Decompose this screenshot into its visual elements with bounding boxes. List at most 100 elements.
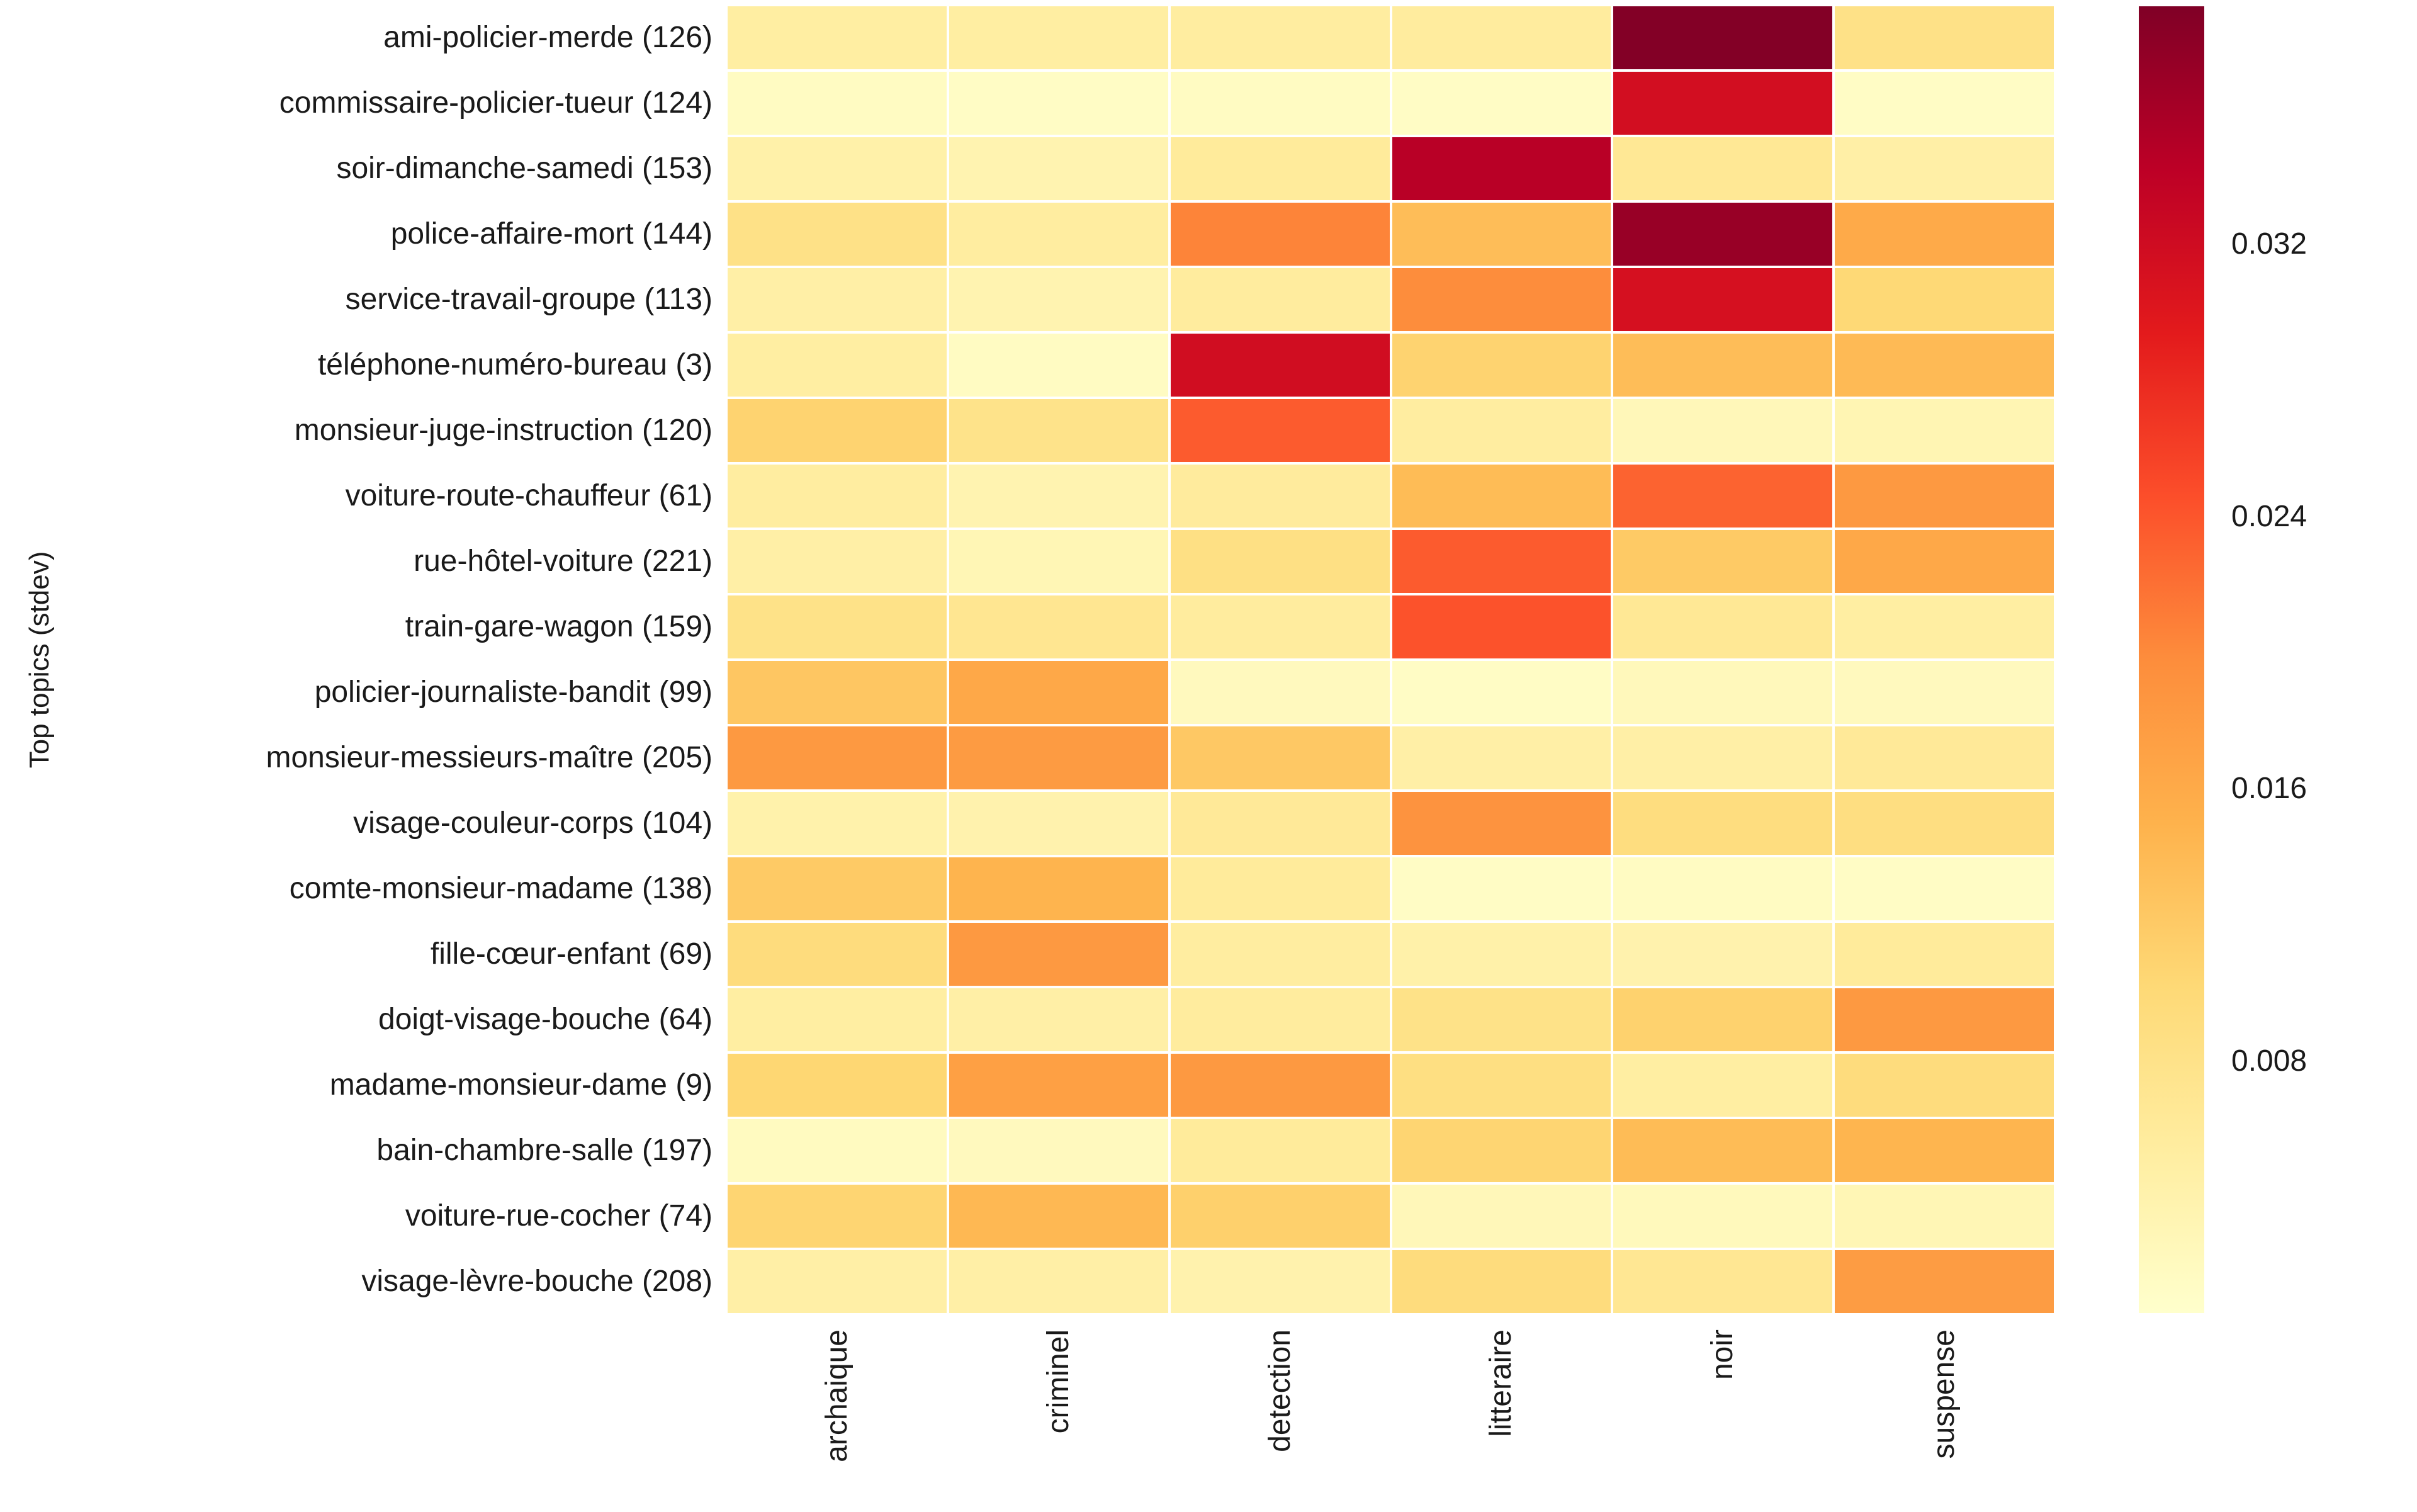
heatmap-cell (1392, 857, 1611, 920)
heatmap-cell (949, 268, 1168, 331)
heatmap-cell (1170, 203, 1390, 266)
heatmap-cell (1613, 1054, 1833, 1117)
heatmap-cell (1170, 857, 1390, 920)
heatmap-cell (1170, 137, 1390, 200)
heatmap-cell (728, 1119, 947, 1182)
heatmap-cell (1392, 72, 1611, 135)
y-tick-label: fille-cœur-enfant (69) (430, 937, 713, 971)
heatmap-cell (728, 268, 947, 331)
heatmap-cell (1835, 1054, 2054, 1117)
heatmap-cell (1613, 1250, 1833, 1313)
heatmap-cell (1613, 857, 1833, 920)
heatmap-cell (1392, 203, 1611, 266)
heatmap-cell (1835, 1119, 2054, 1182)
heatmap-cell (1613, 72, 1833, 135)
y-tick-label: visage-lèvre-bouche (208) (361, 1265, 713, 1298)
heatmap-cell (728, 530, 947, 593)
heatmap-cell (1392, 988, 1611, 1051)
heatmap-cell (1170, 923, 1390, 986)
heatmap-cell (728, 334, 947, 397)
heatmap-cell (1392, 923, 1611, 986)
x-tick-label: archaique (820, 1329, 854, 1462)
heatmap-cell (1835, 1250, 2054, 1313)
y-tick-label: doigt-visage-bouche (64) (378, 1003, 713, 1036)
heatmap-cell (949, 465, 1168, 528)
heatmap-cell (1835, 203, 2054, 266)
heatmap-grid (728, 6, 2054, 1313)
heatmap-cell (949, 988, 1168, 1051)
y-tick-label: ami-policier-merde (126) (383, 21, 713, 54)
y-tick-label: visage-couleur-corps (104) (353, 806, 713, 840)
heatmap-cell (1835, 595, 2054, 658)
heatmap-cell (1392, 726, 1611, 789)
y-tick-label: voiture-rue-cocher (74) (405, 1199, 713, 1233)
heatmap-cell (1392, 661, 1611, 724)
heatmap-cell (1835, 72, 2054, 135)
heatmap-cell (1170, 661, 1390, 724)
x-tick-label: criminel (1041, 1329, 1075, 1434)
heatmap-cell (1835, 726, 2054, 789)
heatmap-cell (1392, 1250, 1611, 1313)
heatmap-cell (728, 137, 947, 200)
x-tick-label: noir (1706, 1329, 1740, 1380)
heatmap-cell (1835, 1185, 2054, 1248)
heatmap-cell (1392, 465, 1611, 528)
heatmap-cell (1613, 465, 1833, 528)
heatmap-cell (728, 72, 947, 135)
heatmap-cell (728, 1250, 947, 1313)
y-tick-label: monsieur-juge-instruction (120) (294, 414, 713, 447)
heatmap-cell (1835, 334, 2054, 397)
heatmap-cell (1170, 6, 1390, 69)
heatmap-cell (1392, 1119, 1611, 1182)
heatmap-cell (1835, 399, 2054, 462)
heatmap-cell (949, 530, 1168, 593)
heatmap-cell (949, 726, 1168, 789)
heatmap-cell (1613, 792, 1833, 855)
colorbar-tick-label: 0.024 (2231, 499, 2307, 533)
heatmap-cell (949, 1250, 1168, 1313)
heatmap-cell (1170, 334, 1390, 397)
heatmap-cell (1392, 530, 1611, 593)
heatmap-cell (728, 988, 947, 1051)
heatmap-cell (949, 72, 1168, 135)
heatmap-cell (728, 726, 947, 789)
heatmap-cell (1835, 923, 2054, 986)
y-tick-label: commissaire-policier-tueur (124) (279, 86, 713, 120)
heatmap-cell (1613, 334, 1833, 397)
heatmap-cell (1170, 530, 1390, 593)
heatmap-cell (1613, 268, 1833, 331)
heatmap-cell (949, 6, 1168, 69)
heatmap-cell (949, 661, 1168, 724)
heatmap-cell (1170, 465, 1390, 528)
heatmap-cell (949, 792, 1168, 855)
heatmap-cell (1835, 137, 2054, 200)
heatmap-cell (949, 1054, 1168, 1117)
heatmap-cell (728, 792, 947, 855)
x-tick-label: detection (1263, 1329, 1297, 1452)
y-tick-label: téléphone-numéro-bureau (3) (317, 348, 713, 381)
heatmap-cell (1392, 1185, 1611, 1248)
y-tick-label: comte-monsieur-madame (138) (289, 872, 713, 905)
heatmap-cell (1835, 465, 2054, 528)
heatmap-cell (1613, 530, 1833, 593)
heatmap-cell (728, 465, 947, 528)
heatmap-cell (1613, 6, 1833, 69)
heatmap-cell (949, 1119, 1168, 1182)
y-axis-title: Top topics (stdev) (24, 551, 55, 769)
heatmap-cell (1392, 268, 1611, 331)
y-tick-label: madame-monsieur-dame (9) (329, 1068, 713, 1102)
x-tick-label: litteraire (1484, 1329, 1518, 1437)
heatmap-cell (1170, 595, 1390, 658)
heatmap-cell (1613, 137, 1833, 200)
x-tick-label: suspense (1927, 1329, 1961, 1459)
heatmap-cell (949, 857, 1168, 920)
heatmap-cell (1835, 988, 2054, 1051)
heatmap-cell (1170, 988, 1390, 1051)
heatmap-cell (728, 1054, 947, 1117)
y-tick-label: police-affaire-mort (144) (390, 217, 713, 251)
y-tick-label: voiture-route-chauffeur (61) (345, 479, 713, 512)
heatmap-cell (949, 923, 1168, 986)
heatmap-cell (1170, 726, 1390, 789)
heatmap-cell (1170, 1054, 1390, 1117)
